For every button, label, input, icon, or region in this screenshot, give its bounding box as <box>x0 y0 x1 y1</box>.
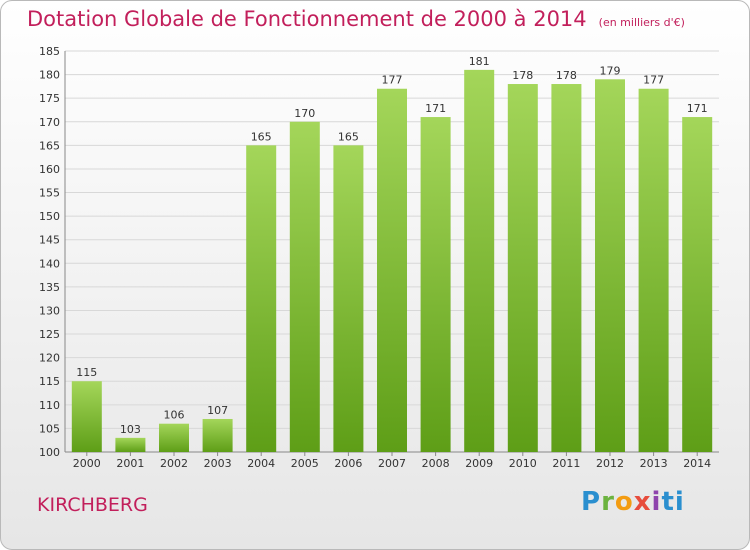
x-tick-label: 2007 <box>378 457 406 470</box>
bar <box>551 84 582 452</box>
x-tick-label: 2008 <box>422 457 450 470</box>
y-tick-label: 155 <box>39 187 60 200</box>
y-tick-label: 105 <box>39 422 60 435</box>
x-tick-label: 2006 <box>334 457 362 470</box>
bar <box>595 79 625 453</box>
x-tick-labels: 2000 2001 2002 2003 2004 2005 2006 2007 2008 2009… <box>73 457 711 470</box>
y-tick-label: 130 <box>39 304 60 317</box>
y-tick-labels: 100 105 110 115 120 125 130 135 140 145 150 155 160 1… <box>39 45 60 459</box>
x-tick-label: 2002 <box>160 457 188 470</box>
x-tick-label: 2012 <box>596 457 624 470</box>
y-tick-label: 100 <box>39 446 60 459</box>
x-tick-label: 2014 <box>683 457 711 470</box>
data-label: 178 <box>512 69 533 82</box>
data-label: 178 <box>556 69 577 82</box>
data-label: 179 <box>600 64 621 77</box>
bar <box>682 117 713 452</box>
x-tick-label: 2005 <box>291 457 319 470</box>
x-tick-label: 2010 <box>509 457 537 470</box>
bar <box>246 145 277 452</box>
bar <box>159 423 189 452</box>
y-tick-label: 160 <box>39 163 60 176</box>
x-tick-label: 2009 <box>465 457 493 470</box>
data-label: 165 <box>251 130 272 143</box>
x-tick-label: 2011 <box>552 457 580 470</box>
data-label: 165 <box>338 130 359 143</box>
y-tick-label: 175 <box>39 92 60 105</box>
y-tick-label: 145 <box>39 234 60 247</box>
data-label: 177 <box>643 74 664 87</box>
bar <box>464 69 495 452</box>
chart-title: Dotation Globale de Fonctionnement de 20… <box>27 7 685 31</box>
x-tick-label: 2001 <box>116 457 144 470</box>
bar <box>115 437 146 452</box>
y-tick-label: 135 <box>39 281 60 294</box>
data-label: 115 <box>76 366 97 379</box>
y-tick-label: 115 <box>39 375 60 388</box>
bar <box>202 418 233 452</box>
y-tick-label: 125 <box>39 328 60 341</box>
title-text: Dotation Globale de Fonctionnement de 20… <box>27 7 587 31</box>
unit-label: (en milliers d'€) <box>598 16 685 29</box>
y-tick-label: 140 <box>39 257 60 270</box>
data-label: 107 <box>207 404 228 417</box>
data-label: 181 <box>469 55 490 68</box>
bar <box>507 84 538 452</box>
bar <box>71 381 102 452</box>
y-tick-label: 120 <box>39 352 60 365</box>
bar <box>377 88 407 452</box>
y-tick-label: 180 <box>39 69 60 82</box>
x-tick-label: 2003 <box>204 457 232 470</box>
y-tick-label: 110 <box>39 399 60 412</box>
commune-name: KIRCHBERG <box>37 494 148 516</box>
proxiti-logo[interactable]: Proxiti <box>581 487 685 517</box>
data-label: 103 <box>120 423 141 436</box>
data-label: 177 <box>382 74 403 87</box>
y-tick-label: 170 <box>39 116 60 129</box>
bar <box>420 117 451 452</box>
data-label: 170 <box>294 107 315 120</box>
data-label: 106 <box>164 409 185 422</box>
x-tick-label: 2004 <box>247 457 275 470</box>
data-label: 171 <box>687 102 708 115</box>
x-tick-label: 2013 <box>640 457 668 470</box>
y-tick-label: 150 <box>39 210 60 223</box>
bar <box>638 88 669 452</box>
data-label: 171 <box>425 102 446 115</box>
x-tick-label: 2000 <box>73 457 101 470</box>
bar <box>289 121 320 452</box>
bar <box>333 145 364 452</box>
y-tick-label: 165 <box>39 139 60 152</box>
y-tick-label: 185 <box>39 45 60 58</box>
data-labels: 115 103 106 107 165 170 165 177 171 181 178 178 179 1… <box>76 55 707 436</box>
bars <box>71 69 713 453</box>
